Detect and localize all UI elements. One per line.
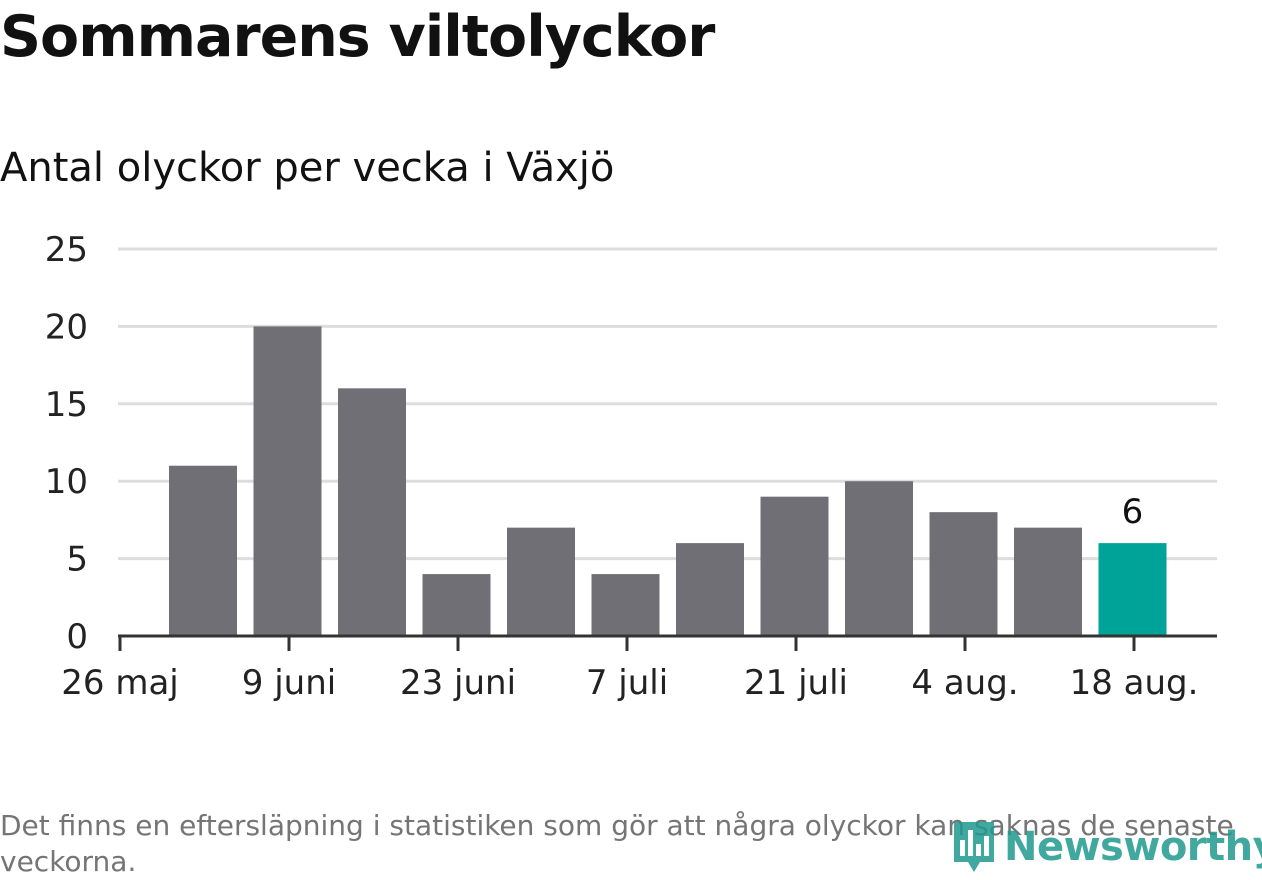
data-label: 6 xyxy=(1122,492,1144,532)
bar xyxy=(760,496,829,636)
chart-title: Sommarens viltolyckor xyxy=(0,4,715,70)
newsworthy-logo: Newsworthy xyxy=(950,818,1262,876)
bar xyxy=(929,512,998,636)
y-tick-label: 20 xyxy=(45,307,88,347)
bar-chart-pin-icon xyxy=(954,822,994,872)
y-tick-label: 15 xyxy=(45,385,88,425)
x-tick-label: 9 juni xyxy=(242,663,336,703)
bar-chart: 0 5 10 15 20 25 26 maj 9 juni 23 juni 7 juli 21 j… xyxy=(45,230,1217,703)
x-tick-label: 18 aug. xyxy=(1070,663,1199,703)
data-labels: 6 xyxy=(1122,492,1144,532)
bar xyxy=(253,326,322,636)
footnote: Det finns en eftersläpning i statistiken… xyxy=(0,809,1234,878)
y-tick-label: 10 xyxy=(45,462,88,502)
y-tick-label: 25 xyxy=(45,230,88,270)
bar xyxy=(169,465,237,636)
bar xyxy=(1098,543,1167,636)
bar xyxy=(676,543,744,636)
bar xyxy=(1014,527,1082,636)
x-tick-label: 23 juni xyxy=(400,663,516,703)
bars xyxy=(169,326,1167,636)
bar xyxy=(507,527,575,636)
x-tick-label: 26 maj xyxy=(61,663,178,703)
y-axis-ticks: 0 5 10 15 20 25 xyxy=(45,230,88,657)
y-tick-label: 0 xyxy=(66,617,88,657)
bar xyxy=(338,388,406,636)
x-tick-label: 7 juli xyxy=(586,663,668,703)
x-tick-label: 21 juli xyxy=(744,663,848,703)
logo-text: Newsworthy xyxy=(1004,824,1262,870)
chart-subtitle: Antal olyckor per vecka i Växjö xyxy=(0,145,615,191)
bar xyxy=(845,481,913,636)
x-axis-ticks: 26 maj 9 juni 23 juni 7 juli 21 juli 4 aug. 18… xyxy=(61,636,1198,703)
y-tick-label: 5 xyxy=(66,540,88,580)
x-tick-label: 4 aug. xyxy=(911,663,1018,703)
bar xyxy=(591,574,660,636)
bar xyxy=(422,574,491,636)
